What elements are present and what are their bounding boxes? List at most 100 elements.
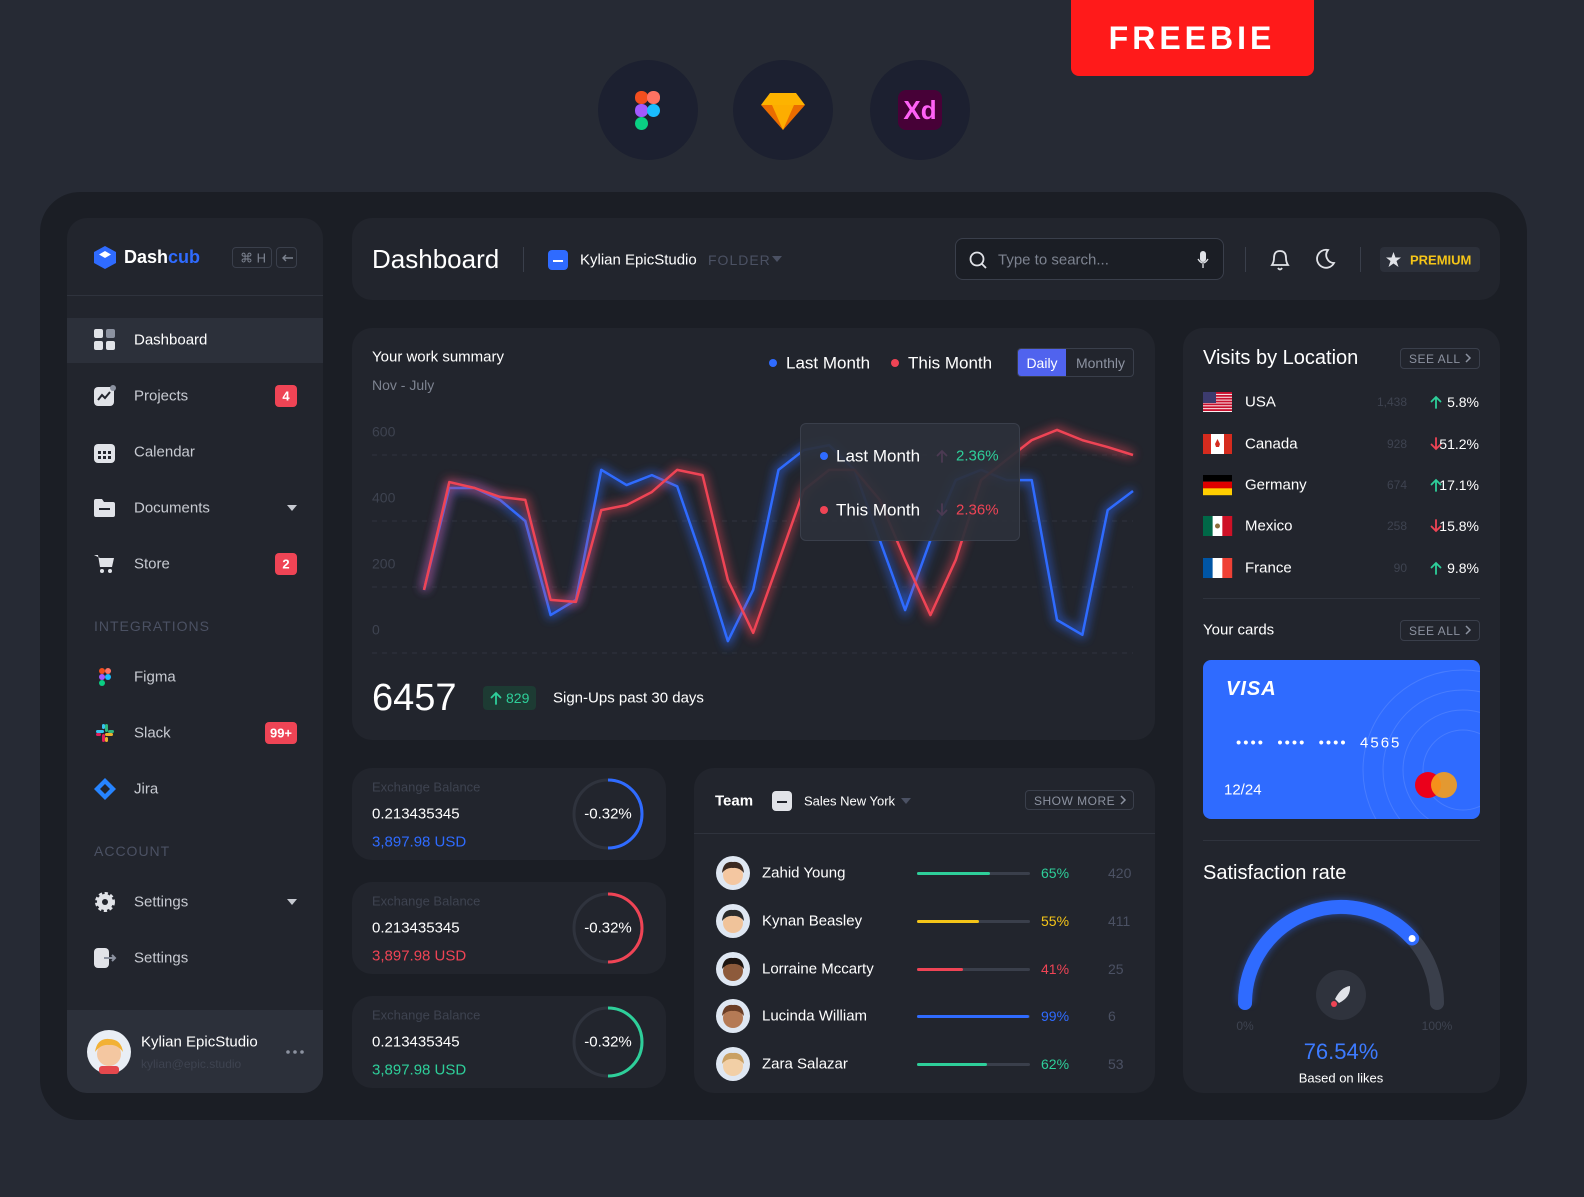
rocket xyxy=(1335,986,1351,1003)
header-sep xyxy=(1360,247,1361,272)
y-tick-label: 0 xyxy=(372,622,380,638)
balance-label: Exchange Balance xyxy=(372,779,481,795)
figma-part xyxy=(647,104,660,117)
nav-label: Projects xyxy=(134,387,189,405)
country-change: 5.8% xyxy=(1447,394,1479,410)
chart-subtitle: Nov - July xyxy=(372,377,435,393)
legend-marker xyxy=(769,359,777,367)
collapse-icon xyxy=(282,254,293,262)
caret xyxy=(772,256,782,262)
nav-icon xyxy=(96,724,114,742)
satisfaction-gauge xyxy=(1238,900,1444,1020)
toggle-option[interactable]: Daily xyxy=(1018,349,1066,376)
icon-shape xyxy=(98,456,101,459)
right-divider xyxy=(1203,840,1480,841)
see-all-button[interactable]: SEE ALL xyxy=(1400,620,1480,641)
sketch-top xyxy=(761,93,805,105)
caret-icon xyxy=(901,798,911,804)
icon-shape xyxy=(104,954,117,962)
country-name: Mexico xyxy=(1245,517,1293,535)
sidebar-divider xyxy=(67,295,323,296)
country-change: 9.8% xyxy=(1447,560,1479,576)
arrow-icon xyxy=(936,503,948,517)
arrow-icon xyxy=(1430,561,1442,575)
chart-title: Your work summary xyxy=(372,348,504,366)
country-change: 15.8% xyxy=(1439,518,1479,534)
figma-part xyxy=(635,117,648,130)
toggle-option[interactable]: Monthly xyxy=(1066,349,1133,376)
country-flag xyxy=(1203,392,1232,412)
balance-amount: 0.213435345 xyxy=(372,1033,460,1051)
nav-icon xyxy=(95,892,115,912)
avatar-face xyxy=(723,1008,743,1028)
icon-shape xyxy=(103,456,106,459)
progress-fill xyxy=(917,968,964,971)
premium-button[interactable]: PREMIUM xyxy=(1380,247,1480,272)
avatar-face xyxy=(723,1056,743,1076)
nav-label: Settings xyxy=(134,893,189,911)
icon-shape xyxy=(100,784,110,794)
show-more-button[interactable]: SHOW MORE xyxy=(1025,790,1134,810)
member-name: Kynan Beasley xyxy=(762,912,863,930)
icon-shape xyxy=(98,451,101,454)
nav-label: Dashboard xyxy=(134,331,208,349)
caret-icon xyxy=(287,505,297,511)
country-flag xyxy=(1203,434,1232,454)
chart-panel xyxy=(352,328,1155,740)
nav-icon xyxy=(94,555,114,573)
balance-label: Exchange Balance xyxy=(372,1007,481,1023)
card-expiry: 12/24 xyxy=(1224,781,1262,799)
card-waves xyxy=(1362,669,1480,819)
nav-badge-text: 99+ xyxy=(269,725,293,741)
balance-change: -0.32% xyxy=(584,805,632,823)
show-more-text: SHOW MORE xyxy=(1034,794,1116,808)
nav-label: Store xyxy=(134,555,170,573)
mic-stand xyxy=(1197,258,1209,268)
satisfaction-title: Satisfaction rate xyxy=(1203,862,1347,884)
member-percent: 99% xyxy=(1041,1008,1070,1024)
balance-amount: 0.213435345 xyxy=(372,919,460,937)
flag-stripe xyxy=(1203,481,1232,489)
dot xyxy=(300,1050,304,1054)
balance-card xyxy=(352,996,666,1088)
card-brand: VISA xyxy=(1226,678,1277,700)
nav-icon xyxy=(94,778,116,800)
bell-icon[interactable] xyxy=(1269,248,1291,272)
theme-icon[interactable] xyxy=(1314,248,1336,270)
member-count: 6 xyxy=(1108,1008,1116,1024)
bell xyxy=(1270,250,1290,271)
team-panel xyxy=(694,768,1155,1093)
nav-icon xyxy=(94,385,116,406)
flag-stripe xyxy=(1203,409,1232,412)
line-chart: 0 200 400 600 xyxy=(372,424,1135,654)
shortcut-text: ⌘ H xyxy=(240,250,266,266)
gauge-knob xyxy=(1408,934,1416,942)
icon-shape xyxy=(102,734,105,742)
dot xyxy=(286,1050,290,1054)
collapse-button[interactable] xyxy=(276,247,297,268)
balance-usd: 3,897.98 USD xyxy=(372,947,467,965)
freebie-text: FREEBIE xyxy=(1108,20,1276,56)
member-count: 53 xyxy=(1108,1056,1124,1072)
legend-dot xyxy=(769,359,777,367)
see-all-button[interactable]: SEE ALL xyxy=(1400,348,1480,369)
chart-tooltip xyxy=(800,423,1020,541)
folder-name: Kylian EpicStudio xyxy=(580,251,697,269)
icon-shape xyxy=(106,341,115,350)
cards-title: Your cards xyxy=(1203,621,1275,639)
member-count: 420 xyxy=(1108,865,1132,881)
nav-label: Jira xyxy=(134,780,159,798)
search-box[interactable]: Type to search... xyxy=(955,238,1224,280)
premium-icon xyxy=(1386,252,1401,267)
member-percent: 65% xyxy=(1041,865,1070,881)
nav-label: Calendar xyxy=(134,443,195,461)
member-avatar xyxy=(716,904,750,938)
nav-icon xyxy=(94,329,115,350)
user-avatar xyxy=(87,1030,131,1074)
brand-part: cub xyxy=(168,247,201,267)
signup-caption: Sign-Ups past 30 days xyxy=(553,689,704,707)
lens xyxy=(969,251,985,267)
series-line xyxy=(422,443,1134,643)
nav-badge: 99+ xyxy=(265,722,297,744)
member-name: Zahid Young xyxy=(762,864,846,882)
